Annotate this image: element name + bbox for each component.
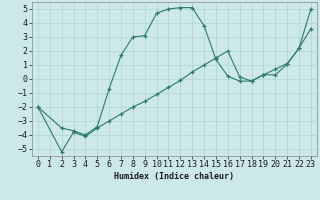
X-axis label: Humidex (Indice chaleur): Humidex (Indice chaleur) (115, 172, 234, 181)
